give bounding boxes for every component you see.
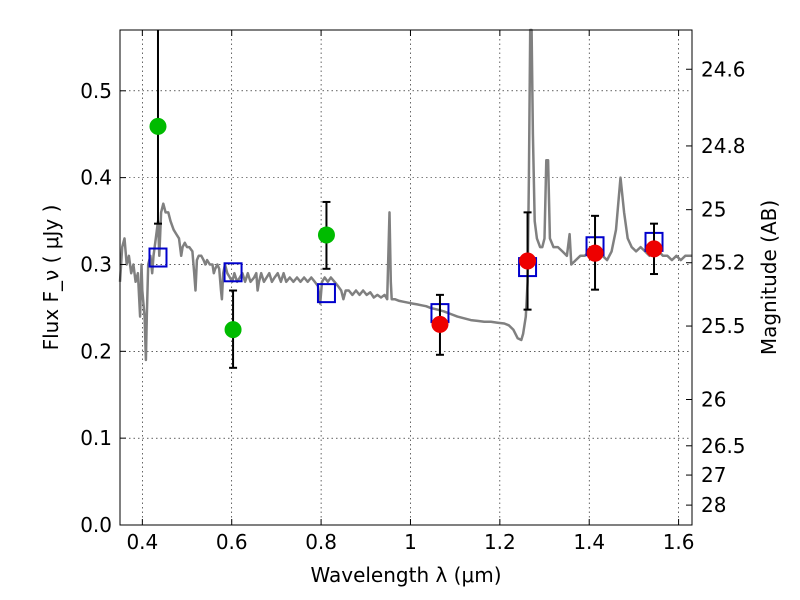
observed-point-red — [645, 240, 663, 258]
model-points — [148, 231, 664, 324]
y-axis: 0.0 0.1 0.2 0.3 0.4 0.5 — [80, 79, 126, 537]
template-spectrum-line — [118, 28, 692, 362]
x-tick-label: 0.8 — [305, 530, 337, 554]
observed-point-green — [317, 226, 335, 244]
y2-tick-label: 26.5 — [701, 434, 746, 458]
model-point-square — [316, 283, 336, 304]
x-tick-label: 1.2 — [484, 530, 516, 554]
observed-point-red — [431, 315, 449, 333]
y-tick-label: 0.3 — [80, 252, 112, 276]
y2-tick-label: 27 — [701, 463, 726, 487]
y2-tick-label: 25.5 — [701, 314, 746, 338]
x-tick-label: 1.6 — [663, 530, 695, 554]
y-tick-label: 0.5 — [80, 79, 112, 103]
x-tick-label: 0.4 — [126, 530, 158, 554]
spectrum-layer — [118, 28, 692, 362]
y-tick-label: 0.0 — [80, 513, 112, 537]
y-tick-label: 0.2 — [80, 339, 112, 363]
observed-point-green — [224, 321, 242, 339]
x-tick-label: 0.6 — [216, 530, 248, 554]
y2-axis-label: Magnitude (AB) — [757, 200, 781, 355]
y-axis-label: Flux F_ν ( μJy ) — [39, 205, 63, 351]
x-axis: 0.4 0.6 0.8 1 1.2 1.4 1.6 — [126, 30, 695, 554]
x-axis-label: Wavelength λ (μm) — [310, 563, 501, 587]
x-tick-label: 1 — [404, 530, 417, 554]
y2-tick-label: 26 — [701, 388, 726, 412]
observed-point-green — [149, 117, 167, 135]
observed-point-red — [519, 252, 537, 270]
observed-point-red — [586, 244, 604, 262]
observed-points — [149, 117, 663, 339]
y2-tick-label: 24.6 — [701, 57, 746, 81]
error-bars — [153, 30, 659, 369]
model-point-square — [223, 262, 243, 283]
y2-tick-label: 25.2 — [701, 251, 746, 275]
y2-tick-label: 24.8 — [701, 134, 746, 158]
x-tick-label: 1.4 — [573, 530, 605, 554]
model-point-square — [148, 247, 168, 268]
grid — [120, 30, 692, 526]
y-tick-label: 0.1 — [80, 426, 112, 450]
y2-tick-label: 28 — [701, 493, 726, 517]
y-tick-label: 0.4 — [80, 166, 112, 190]
y2-axis: 24.6 24.8 25 25.2 25.5 26 26.5 27 28 — [686, 57, 746, 517]
y2-tick-label: 25 — [701, 198, 726, 222]
plot-frame — [119, 29, 693, 526]
